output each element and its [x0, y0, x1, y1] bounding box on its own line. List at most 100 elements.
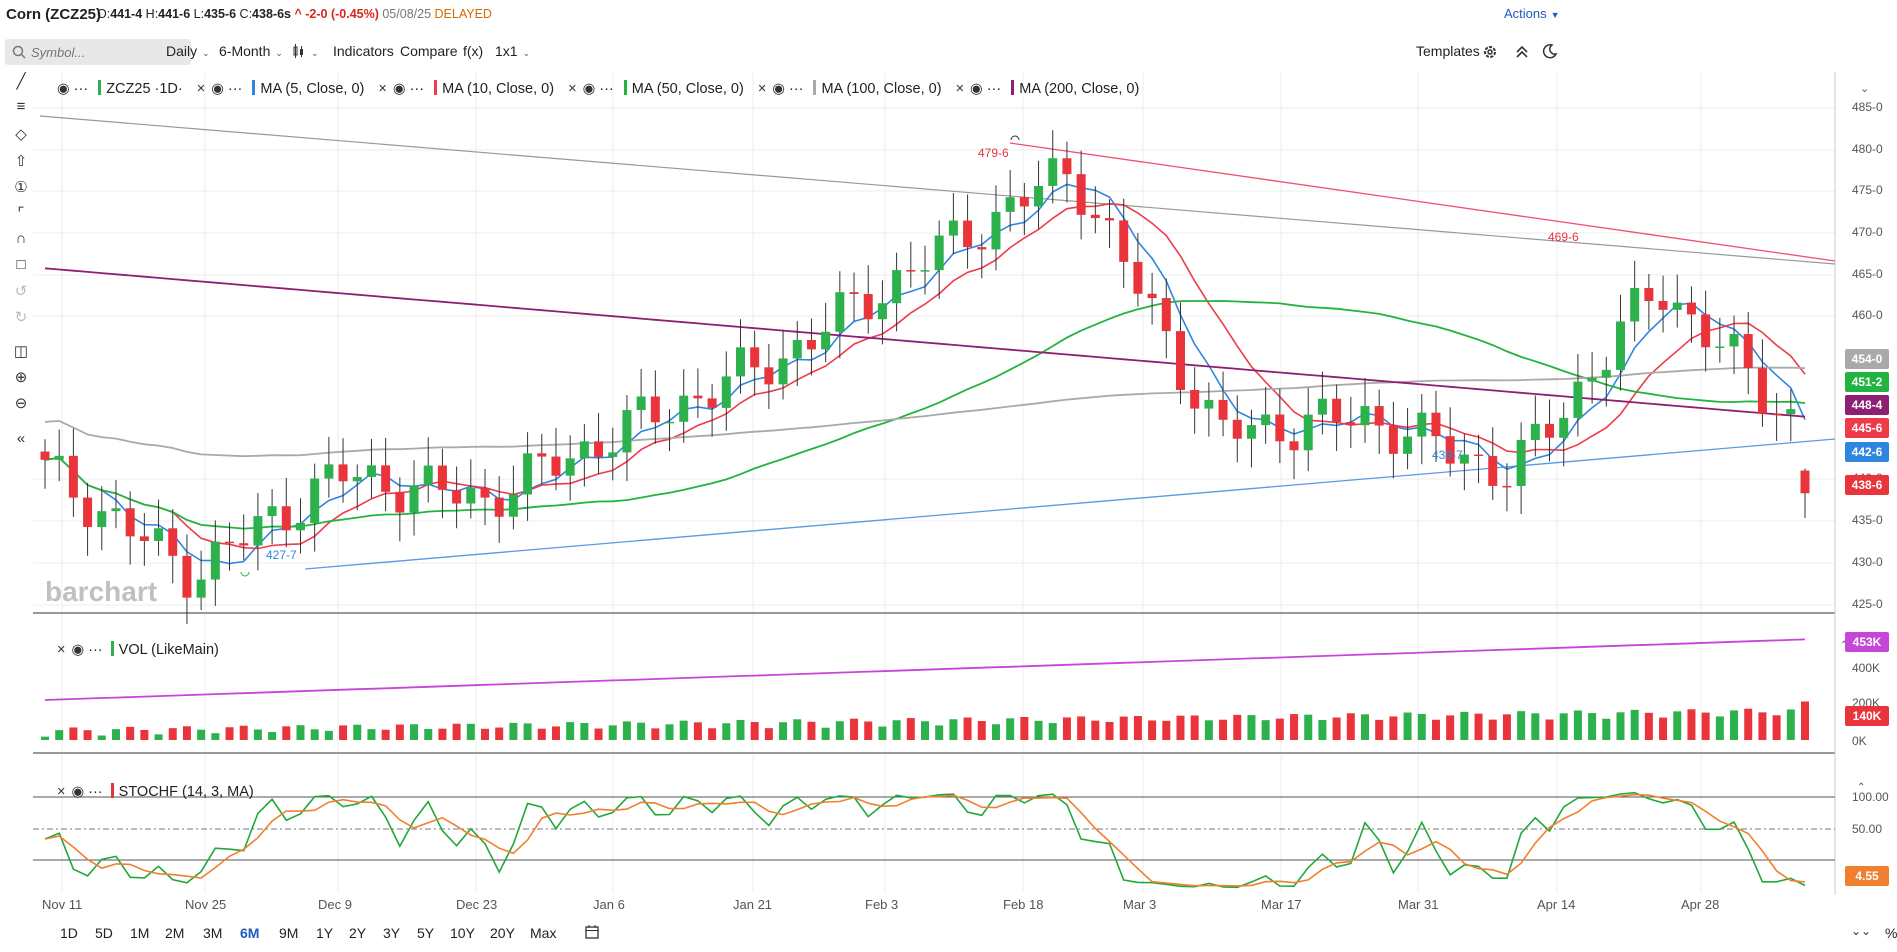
- collapse-up-icon[interactable]: [1515, 44, 1529, 60]
- volume-bar: [1701, 712, 1710, 740]
- candle-body: [1204, 399, 1214, 409]
- trendline-red[interactable]: [1009, 142, 1836, 262]
- period-button-2y[interactable]: 2Y: [349, 925, 367, 941]
- trendline-gray[interactable]: [39, 115, 1836, 265]
- chevron-down-icon[interactable]: ⌄: [1860, 83, 1870, 95]
- period-button-1m[interactable]: 1M: [130, 925, 150, 941]
- eye-icon[interactable]: ◉: [211, 81, 224, 97]
- candle-body: [778, 358, 788, 385]
- more-icon[interactable]: ···: [227, 81, 243, 97]
- close-icon[interactable]: ×: [57, 784, 66, 800]
- gear-icon[interactable]: [1482, 44, 1498, 60]
- ma50-price-tag: 451-2: [1845, 372, 1889, 392]
- shapes-tool-icon[interactable]: ◇: [15, 126, 27, 143]
- arrow-tool-icon[interactable]: ⇧: [14, 153, 28, 170]
- candle-body: [948, 220, 958, 236]
- compare-button[interactable]: Compare: [400, 43, 458, 59]
- ma100-swatch: [813, 80, 817, 95]
- dark-mode-moon-icon[interactable]: [1542, 43, 1558, 59]
- indicators-button[interactable]: Indicators: [333, 43, 394, 59]
- range-dropdown[interactable]: 6-Month ⌄: [219, 43, 283, 59]
- fib-tool-icon[interactable]: ≡: [16, 98, 26, 115]
- symbol-input[interactable]: [31, 43, 181, 61]
- trendline-tool-icon[interactable]: ╱: [16, 73, 26, 90]
- more-icon[interactable]: ···: [599, 81, 614, 97]
- pattern-tool-icon[interactable]: ⌜: [17, 205, 25, 222]
- volume-bar: [1361, 714, 1369, 740]
- eye-icon[interactable]: ◉: [71, 642, 85, 658]
- volume-bar: [395, 724, 404, 740]
- fx-button[interactable]: f(x): [463, 43, 484, 59]
- collapse-down-icon[interactable]: ⌄⌄: [1851, 924, 1872, 938]
- zoom-in-icon[interactable]: ⊕: [14, 369, 28, 386]
- chevron-up-icon[interactable]: ⌃: [1857, 782, 1866, 793]
- candle-body: [1587, 377, 1597, 382]
- more-icon[interactable]: ···: [986, 81, 1002, 97]
- legend-stoch: STOCHF (14, 3, MA): [118, 784, 254, 800]
- period-button-5y[interactable]: 5Y: [417, 925, 435, 941]
- volume-bar: [1616, 712, 1625, 740]
- eye-icon[interactable]: ◉: [970, 81, 983, 97]
- period-button-3m[interactable]: 3M: [203, 925, 223, 941]
- eye-icon[interactable]: ◉: [772, 81, 785, 97]
- candle-body: [622, 410, 632, 453]
- volume-bar: [637, 722, 646, 740]
- high-annotation: 479-6: [978, 146, 1009, 160]
- trendline-drawings[interactable]: [39, 115, 1836, 570]
- eye-icon[interactable]: ◉: [392, 81, 406, 97]
- eye-icon[interactable]: ◉: [582, 81, 596, 97]
- trash-icon[interactable]: ◫: [13, 343, 29, 360]
- undo-icon[interactable]: ↺: [14, 283, 28, 300]
- close-icon[interactable]: ×: [196, 81, 206, 97]
- eye-icon[interactable]: ◉: [57, 81, 70, 97]
- period-button-10y[interactable]: 10Y: [450, 925, 475, 941]
- interval-dropdown[interactable]: Daily ⌄: [166, 43, 210, 59]
- period-button-3y[interactable]: 3Y: [383, 925, 401, 941]
- calendar-icon[interactable]: [585, 925, 599, 939]
- volume-bar: [1204, 720, 1213, 740]
- collapse-left-icon[interactable]: «: [16, 430, 26, 447]
- volume-bar: [1659, 717, 1668, 740]
- more-icon[interactable]: ···: [88, 642, 103, 658]
- close-icon[interactable]: ×: [568, 81, 577, 97]
- chart-type-dropdown[interactable]: ⌄: [292, 43, 319, 59]
- date-axis-label: Mar 17: [1261, 897, 1302, 912]
- layout-dropdown[interactable]: 1x1 ⌄: [495, 43, 530, 59]
- close-icon[interactable]: ×: [378, 81, 387, 97]
- volume-bar: [1786, 709, 1795, 740]
- period-button-20y[interactable]: 20Y: [490, 925, 515, 941]
- period-button-6m[interactable]: 6M: [240, 925, 260, 941]
- more-icon[interactable]: ···: [73, 81, 89, 97]
- chevron-down-icon: ⌄: [202, 48, 210, 58]
- candle-body: [665, 421, 675, 424]
- actions-menu[interactable]: Actions ▼: [1504, 6, 1560, 21]
- period-button-9m[interactable]: 9M: [279, 925, 299, 941]
- main-legend: ◉ ··· ZCZ25 ·1D· × ◉ ··· MA (5, Close, 0) ×…: [57, 80, 1139, 97]
- symbol-search[interactable]: [5, 39, 191, 65]
- zoom-out-icon[interactable]: ⊖: [14, 395, 28, 412]
- period-button-1y[interactable]: 1Y: [316, 925, 334, 941]
- period-button-5d[interactable]: 5D: [95, 925, 113, 941]
- annotation-tool-icon[interactable]: ①: [14, 179, 28, 196]
- more-icon[interactable]: ···: [788, 81, 804, 97]
- close-icon[interactable]: ×: [757, 81, 767, 97]
- percent-toggle[interactable]: %: [1885, 925, 1897, 941]
- volume-bar: [1744, 708, 1753, 740]
- close-icon[interactable]: ×: [57, 642, 66, 658]
- candle-body: [579, 441, 589, 459]
- eye-icon[interactable]: ◉: [71, 784, 85, 800]
- period-button-1d[interactable]: 1D: [60, 925, 78, 941]
- close-icon[interactable]: ×: [955, 81, 965, 97]
- candle-body: [1445, 436, 1455, 464]
- more-icon[interactable]: ···: [409, 81, 425, 97]
- magnet-icon[interactable]: ∩: [15, 230, 27, 247]
- templates-button[interactable]: Templates: [1416, 43, 1480, 59]
- redo-icon[interactable]: ↻: [14, 309, 28, 326]
- more-icon[interactable]: ···: [88, 784, 103, 800]
- period-button-max[interactable]: Max: [530, 925, 557, 941]
- legend-ma200: MA (200, Close, 0): [1019, 81, 1140, 97]
- trendline-blue[interactable]: [304, 438, 1836, 570]
- period-button-2m[interactable]: 2M: [165, 925, 185, 941]
- unlock-icon[interactable]: □: [16, 256, 26, 273]
